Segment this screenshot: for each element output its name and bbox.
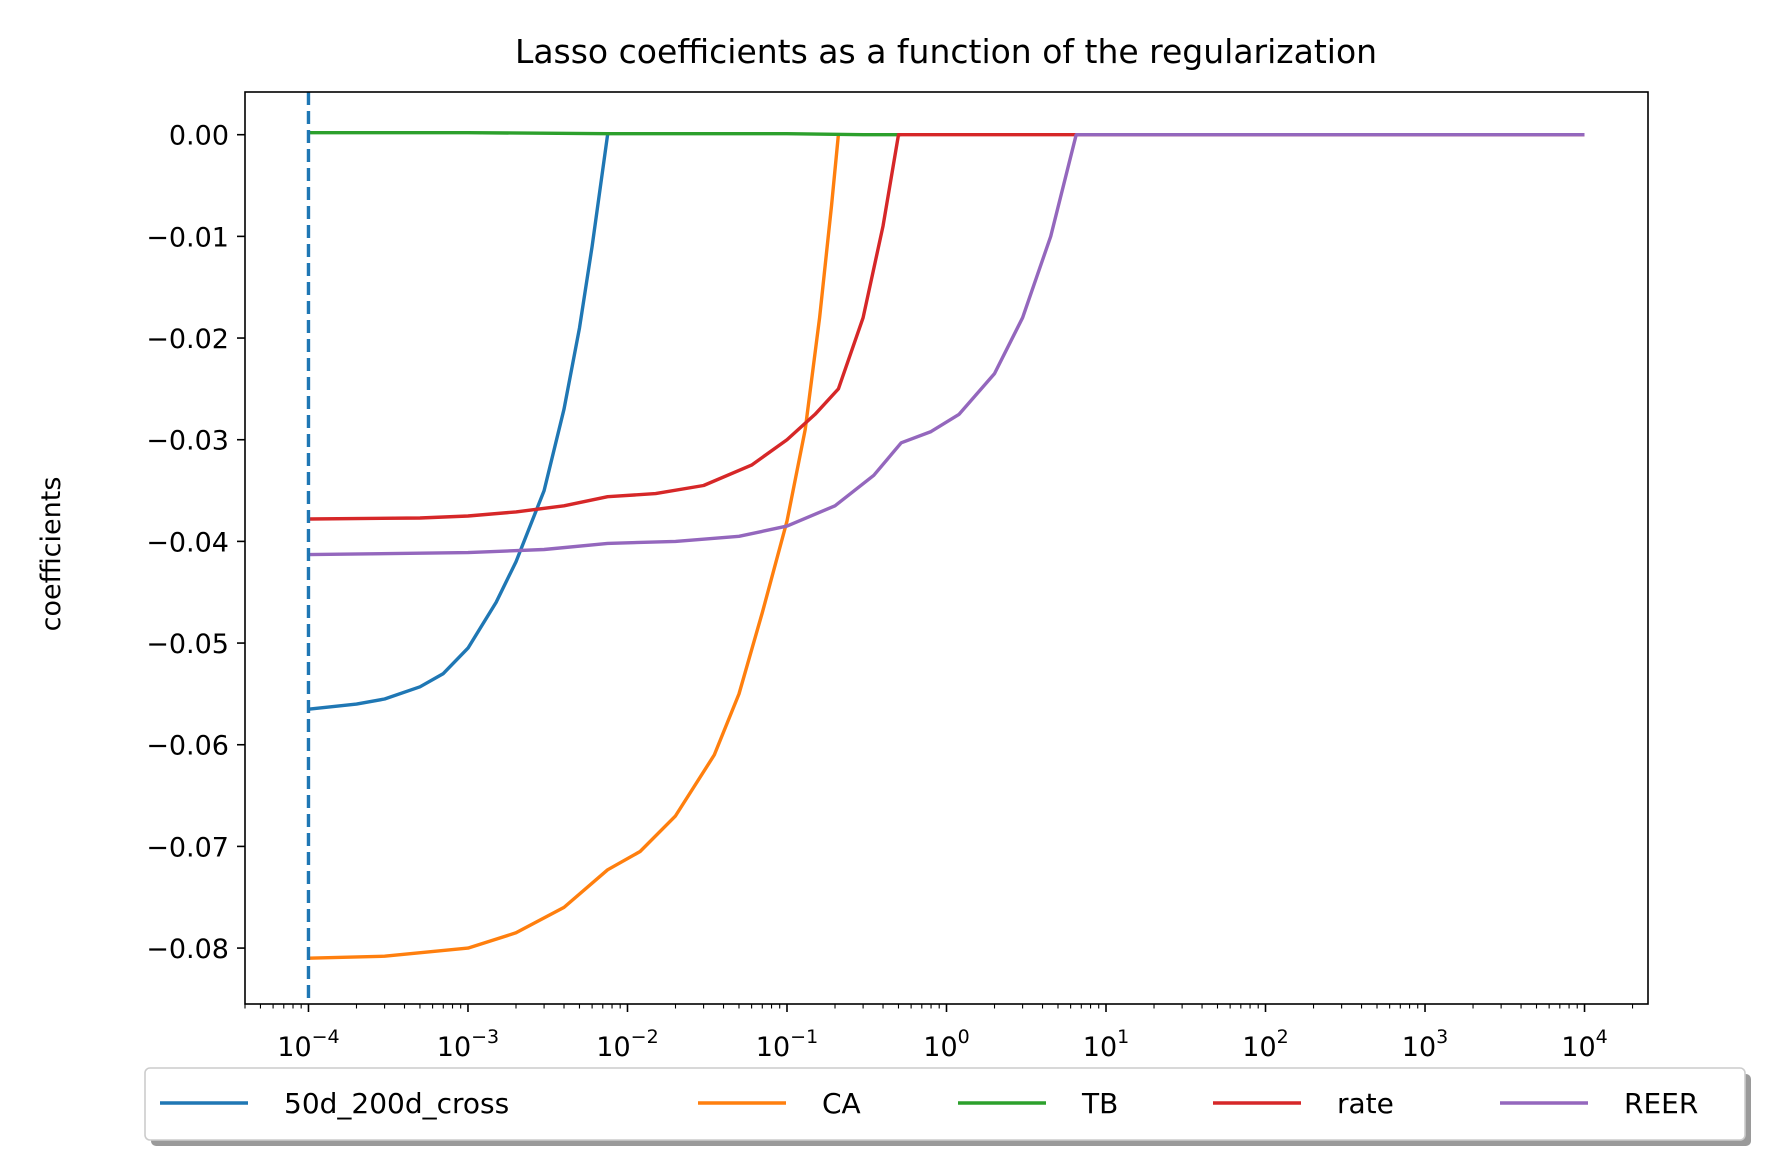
series-line-tb [308, 131, 902, 137]
series-line-ca [308, 134, 841, 960]
y-tick-label: −0.08 [146, 934, 229, 965]
y-tick-label: −0.01 [146, 222, 229, 253]
y-tick-label: −0.06 [146, 731, 229, 762]
x-tick-label: 10−4 [277, 1026, 339, 1063]
legend-label: REER [1624, 1087, 1698, 1120]
y-tick-label: −0.07 [146, 832, 229, 863]
y-tick-label: −0.02 [146, 324, 229, 355]
x-tick-label: 100 [923, 1026, 969, 1063]
axes: 0.00 −0.01 −0.02 −0.03 −0.04 −0.05 −0.06 −0.07 −… [146, 91, 1649, 1063]
plot-area [306, 92, 1585, 1004]
y-tick-label: −0.05 [146, 629, 229, 660]
series-lines [308, 131, 1585, 960]
series-line-rate [308, 133, 1585, 521]
y-tick-label: −0.03 [146, 426, 229, 457]
legend-label: rate [1337, 1087, 1394, 1120]
legend-entry-50d-200d-cross: 50d_200d_cross [160, 1087, 509, 1120]
legend-entry-ca: CA [698, 1087, 861, 1120]
legend-label: 50d_200d_cross [284, 1087, 509, 1120]
legend-box [144, 1067, 1746, 1141]
legend-entry-tb: TB [958, 1087, 1118, 1120]
x-tick-label: 104 [1561, 1026, 1607, 1063]
legend: 50d_200d_cross CA TB rate REER [144, 1067, 1751, 1146]
legend-label: CA [822, 1087, 861, 1120]
legend-entry-reer: REER [1500, 1087, 1698, 1120]
series-line-50d-200d-cross [308, 134, 610, 711]
x-tick-label: 103 [1402, 1026, 1448, 1063]
legend-entry-rate: rate [1213, 1087, 1394, 1120]
chart-title: Lasso coefficients as a function of the … [515, 32, 1377, 71]
y-tick-label: −0.04 [146, 527, 229, 558]
x-tick-label: 101 [1083, 1026, 1129, 1063]
x-tick-label: 10−3 [437, 1026, 499, 1063]
y-axis-label: coefficients [36, 477, 67, 632]
y-tick-label: 0.00 [169, 121, 229, 152]
x-tick-label: 10−1 [756, 1026, 818, 1063]
x-tick-label: 102 [1242, 1026, 1288, 1063]
series-line-reer [308, 133, 1585, 557]
x-tick-label: 10−2 [596, 1026, 658, 1063]
legend-label: TB [1081, 1087, 1118, 1120]
